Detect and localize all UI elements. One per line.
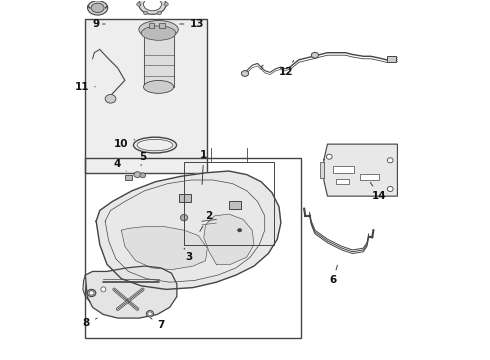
Ellipse shape — [148, 312, 152, 316]
Bar — [85, 158, 300, 338]
Ellipse shape — [88, 1, 108, 15]
Ellipse shape — [144, 0, 161, 11]
Ellipse shape — [134, 172, 141, 177]
Ellipse shape — [180, 215, 188, 221]
Bar — [229, 201, 242, 209]
Polygon shape — [122, 226, 207, 270]
Bar — [360, 174, 379, 180]
Text: 11: 11 — [74, 82, 95, 92]
Ellipse shape — [388, 186, 393, 192]
Ellipse shape — [101, 287, 106, 292]
Ellipse shape — [326, 154, 332, 159]
Ellipse shape — [141, 26, 176, 40]
Bar — [387, 56, 395, 62]
Text: 10: 10 — [114, 139, 135, 149]
Ellipse shape — [144, 11, 148, 15]
Ellipse shape — [242, 71, 248, 76]
Text: 4: 4 — [114, 159, 126, 171]
Ellipse shape — [139, 21, 178, 39]
Bar — [179, 194, 191, 202]
Polygon shape — [144, 33, 173, 87]
Text: 2: 2 — [200, 211, 213, 231]
Bar — [148, 23, 154, 28]
Bar — [337, 179, 349, 184]
Bar — [85, 19, 207, 173]
Ellipse shape — [105, 95, 116, 103]
Ellipse shape — [91, 3, 104, 13]
Ellipse shape — [137, 3, 141, 6]
Text: 1: 1 — [200, 150, 207, 184]
Polygon shape — [204, 214, 254, 264]
Text: 13: 13 — [180, 19, 204, 29]
Polygon shape — [85, 266, 177, 318]
Bar — [159, 23, 165, 28]
Polygon shape — [96, 171, 281, 289]
Text: 6: 6 — [329, 265, 338, 285]
Ellipse shape — [144, 80, 173, 93]
Text: 12: 12 — [279, 60, 294, 77]
Ellipse shape — [147, 311, 153, 317]
Ellipse shape — [157, 11, 161, 15]
Text: 14: 14 — [370, 182, 387, 201]
Ellipse shape — [311, 52, 318, 58]
Ellipse shape — [164, 3, 168, 6]
Text: 8: 8 — [83, 318, 97, 328]
Text: 9: 9 — [93, 19, 105, 29]
Ellipse shape — [89, 291, 94, 295]
Text: 5: 5 — [139, 152, 147, 166]
Bar — [319, 162, 324, 178]
Polygon shape — [324, 144, 397, 196]
Bar — [125, 175, 132, 180]
Text: 3: 3 — [184, 248, 193, 262]
Bar — [333, 166, 354, 173]
Ellipse shape — [238, 228, 242, 232]
Ellipse shape — [139, 0, 166, 14]
Ellipse shape — [388, 158, 393, 163]
Ellipse shape — [140, 173, 146, 178]
Bar — [184, 162, 274, 244]
Ellipse shape — [87, 289, 96, 297]
Text: 7: 7 — [150, 318, 165, 330]
